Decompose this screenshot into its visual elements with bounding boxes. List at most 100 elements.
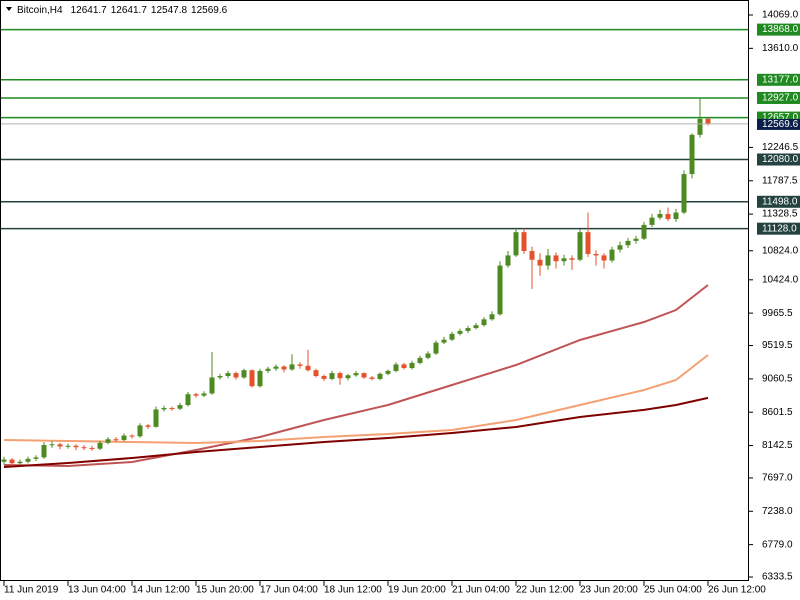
plot-area [1,28,748,468]
candle-body [105,439,111,443]
candle-body [657,213,663,218]
moving-average [3,396,709,468]
candle-body [577,232,583,260]
header-low: 12547.8 [151,5,188,16]
candle-body [665,213,671,220]
candle-body [329,373,335,379]
candle-body [689,134,695,175]
candle-body [561,258,567,262]
candle-body [25,458,31,462]
candle-body [9,459,15,464]
candle-body [177,405,183,409]
candle-body [169,407,175,409]
level-label-box [757,23,800,36]
candle-body [553,255,559,262]
candle-body [81,447,87,449]
candle-body [305,365,311,371]
moving-average [3,354,709,445]
candle-body [265,368,271,371]
candle-body [401,364,407,369]
candle-body [321,376,327,379]
candle-body [473,325,479,329]
x-tick-label: 25 Jun 04:00 [644,585,702,596]
y-tick-label: 9519.5 [762,340,793,351]
y-tick-label: 6333.5 [762,572,793,583]
x-tick-label: 18 Jun 12:00 [324,585,382,596]
candle-body [465,328,471,331]
level-label-box [757,222,800,235]
candle-body [281,366,287,370]
candle-body [65,445,71,447]
candle-body [153,409,159,427]
candle-body [385,370,391,374]
candle-body [649,217,655,225]
candle-body [193,394,199,396]
level-label-box [757,91,800,104]
y-tick-label: 13610.0 [762,43,799,54]
level-label: 13177.0 [762,74,799,85]
y-tick-label: 7238.0 [762,506,793,517]
x-tick-label: 17 Jun 04:00 [260,585,318,596]
candle-body [681,174,687,213]
level-label: 12927.0 [762,93,799,104]
candle-body [697,118,703,135]
candle-body [257,370,263,387]
candle-body [417,357,423,363]
y-tick-label: 10424.0 [762,274,799,285]
y-tick-label: 12246.5 [762,142,799,153]
candle-body [529,251,535,260]
candle-body [217,376,223,378]
candle-body [73,445,79,448]
candle-body [393,364,399,371]
candle-body [625,240,631,246]
current-price-label: 12569.6 [762,119,799,130]
candle-body [113,439,119,441]
y-tick-label: 9060.5 [762,374,793,385]
candle-body [241,370,247,378]
candle-body [233,373,239,378]
y-tick-label: 8601.5 [762,407,793,418]
y-tick-label: 6779.0 [762,539,793,550]
candle-body [185,394,191,406]
candle-body [209,377,215,394]
candle-body [441,339,447,343]
x-tick-label: 23 Jun 20:00 [580,585,638,596]
candle-body [161,407,167,410]
candle-body [49,444,55,446]
symbol: Bitcoin,H4 [17,5,63,16]
candle-body [545,255,551,266]
y-tick-label: 14069.0 [762,10,799,21]
x-tick-label: 21 Jun 04:00 [452,585,510,596]
y-tick-label: 11787.5 [762,175,798,186]
y-tick-label: 11328.5 [762,209,798,220]
header-high: 12641.7 [111,5,148,16]
menu-arrow [6,7,12,11]
level-label: 12657.0 [762,112,799,123]
candle-body [41,445,47,458]
level-label-box [757,73,800,86]
candle-body [89,447,95,449]
candle-body [313,370,319,377]
level-label-box [757,195,800,208]
candle-body [337,373,343,379]
candle-body [585,232,591,254]
candle-body [537,259,543,266]
candle-body [369,377,375,379]
candle-body [497,265,503,315]
candle-body [377,373,383,379]
candle-body [633,238,639,241]
candle-body [17,461,23,464]
candle-body [129,435,135,437]
candle-body [273,366,279,369]
y-tick-label: 9965.5 [762,308,793,319]
candle-body [705,118,711,124]
y-tick-label: 8142.5 [762,440,793,451]
level-label: 11128.0 [762,223,797,234]
candle-body [97,442,103,449]
candle-body [201,393,207,396]
candle-body [521,232,527,252]
candle-body [57,444,63,447]
candle-body [361,373,367,378]
y-tick-label: 10824.0 [762,245,799,256]
candle-body [289,364,295,370]
